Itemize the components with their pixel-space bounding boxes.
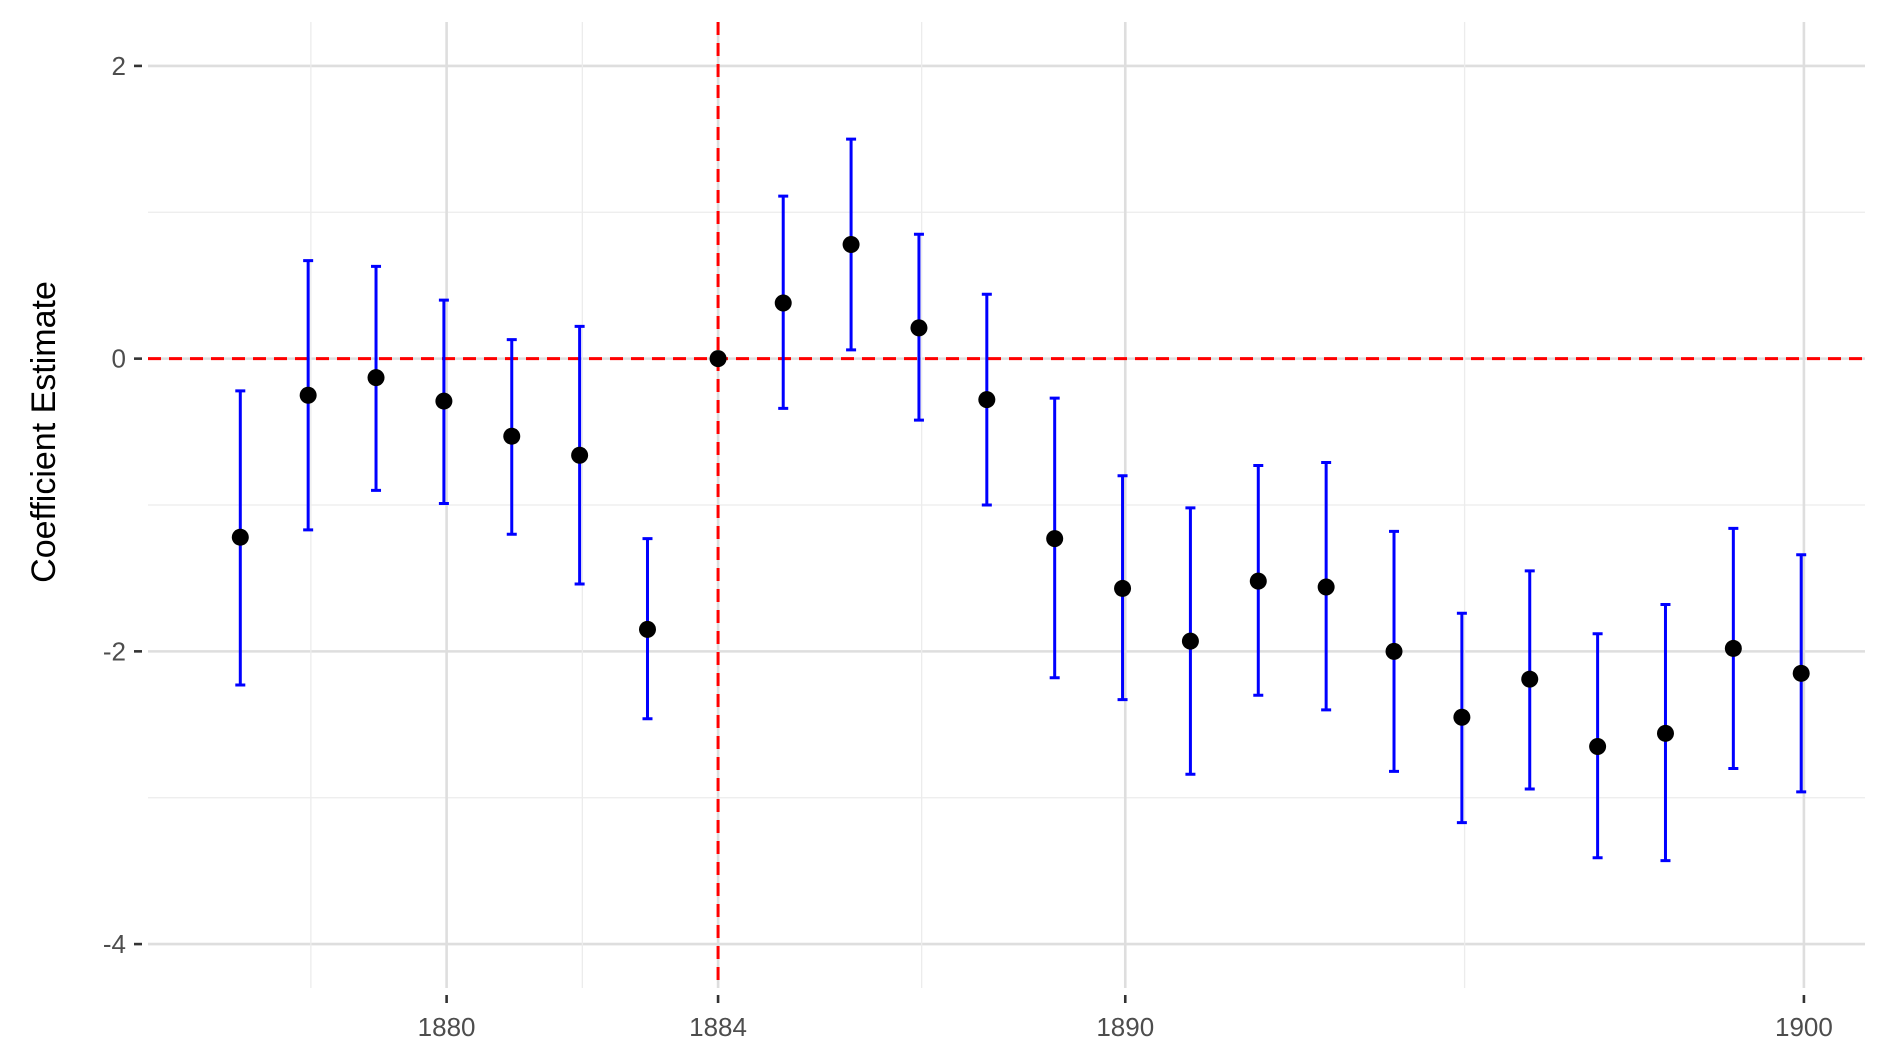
data-point	[1385, 642, 1403, 660]
data-point	[435, 392, 453, 410]
data-point	[774, 294, 792, 312]
x-tick-label: 1880	[418, 1012, 476, 1042]
data-point	[1792, 664, 1810, 682]
data-point	[978, 391, 996, 409]
x-tick-label: 1900	[1775, 1012, 1833, 1042]
data-point	[1181, 632, 1199, 650]
x-tick-label: 1890	[1096, 1012, 1154, 1042]
data-point	[1724, 639, 1742, 657]
y-tick-label: -2	[103, 636, 126, 666]
data-point	[1453, 708, 1471, 726]
data-point	[910, 319, 928, 337]
data-point	[503, 427, 521, 445]
data-point	[1046, 530, 1064, 548]
reference-lines	[148, 22, 1865, 988]
data-point	[1521, 670, 1539, 688]
data-points	[231, 235, 1810, 755]
data-point	[1317, 578, 1335, 596]
x-tick-label: 1884	[689, 1012, 747, 1042]
data-point	[231, 528, 249, 546]
data-point	[299, 386, 317, 404]
y-tick-label: 0	[112, 344, 126, 374]
y-tick-label: -4	[103, 929, 126, 959]
y-tick-label: 2	[112, 51, 126, 81]
data-point	[1114, 579, 1132, 597]
data-point	[571, 446, 589, 464]
data-point	[709, 350, 727, 368]
grid	[148, 22, 1865, 988]
data-point	[367, 369, 385, 387]
data-point	[638, 620, 656, 638]
data-point	[1656, 724, 1674, 742]
y-axis-title: Coefficient Estimate	[25, 281, 63, 583]
error-bars	[235, 137, 1807, 863]
data-point	[1249, 572, 1267, 590]
data-point	[842, 235, 860, 253]
data-point	[1589, 738, 1607, 755]
axes: -4 -2 0 2 1880 1884 1890 1900	[103, 51, 1833, 1042]
